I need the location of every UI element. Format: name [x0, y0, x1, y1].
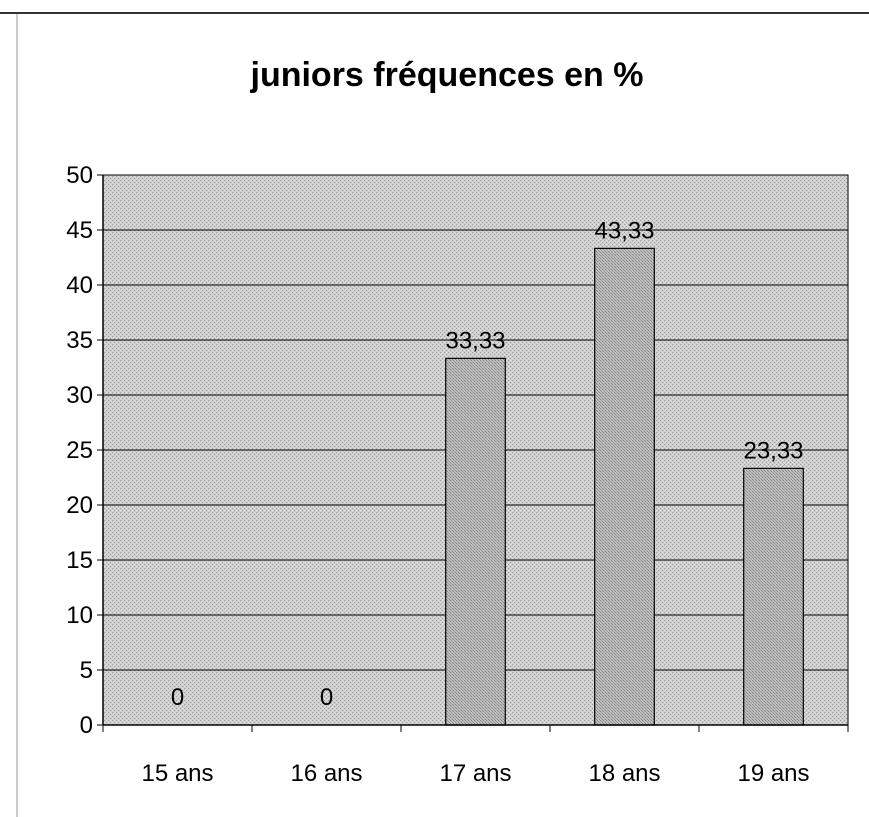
y-tick-label: 10	[66, 602, 93, 629]
data-label: 0	[320, 684, 333, 711]
bar	[445, 357, 506, 726]
x-axis: 15 ans 16 ans 17 ans 18 ans 19 ans	[102, 724, 849, 787]
x-tick-label: 17 ans	[439, 760, 511, 787]
x-tick-label: 18 ans	[588, 760, 660, 787]
bars	[445, 247, 804, 726]
data-label: 33,33	[445, 327, 505, 354]
y-tick-label: 50	[66, 162, 93, 189]
y-tick-label: 45	[66, 217, 93, 244]
y-axis: 0 5 10 15 20 25 30 35 40 45 50	[66, 162, 104, 739]
chart-title: juniors fréquences en %	[250, 56, 644, 94]
x-tick-label: 16 ans	[290, 760, 362, 787]
data-labels: 0 0 33,33 43,33 23,33	[171, 217, 804, 711]
y-tick-label: 20	[66, 492, 93, 519]
x-tick-label: 19 ans	[737, 760, 809, 787]
bar	[743, 467, 804, 726]
data-label: 43,33	[594, 217, 654, 244]
bar	[594, 247, 655, 726]
x-tick-label: 15 ans	[141, 760, 213, 787]
y-tick-label: 5	[80, 657, 93, 684]
data-label: 23,33	[743, 437, 803, 464]
y-tick-label: 35	[66, 327, 93, 354]
data-label: 0	[171, 684, 184, 711]
y-tick-label: 25	[66, 437, 93, 464]
y-tick-label: 15	[66, 547, 93, 574]
y-tick-label: 0	[80, 712, 93, 739]
y-tick-label: 40	[66, 272, 93, 299]
y-tick-label: 30	[66, 382, 93, 409]
